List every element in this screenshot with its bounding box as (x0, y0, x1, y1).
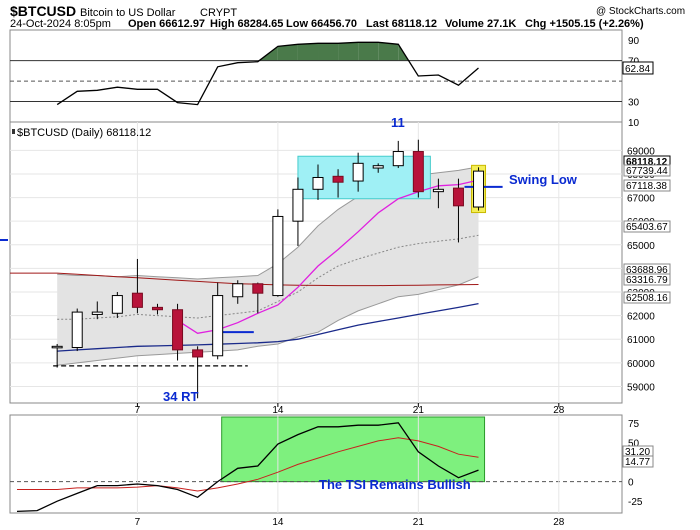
rsi-overbought-fill (378, 42, 399, 61)
price-value-label: 63688.96 (626, 265, 668, 276)
bollinger-mid-line (57, 234, 479, 320)
header-chg: Chg +1505.15 (+2.26%) (525, 18, 644, 30)
x-tick-label-bottom: 28 (553, 517, 565, 528)
tsi-value-label: 14.77 (625, 457, 650, 468)
x-tick-label-bottom: 14 (272, 517, 284, 528)
candle-body (432, 188, 444, 193)
price-value-tag (623, 164, 671, 177)
price-tick-label: 65000 (627, 241, 655, 252)
x-tick-label: 7 (135, 405, 141, 416)
price-tick-label: 62000 (627, 312, 655, 323)
rsi-value-tag (622, 61, 654, 75)
price-value-label: 68118.12 (626, 157, 668, 168)
price-value-tag (623, 220, 671, 233)
x-tick-label: 21 (413, 405, 425, 416)
candle-body (352, 162, 364, 182)
rsi-tick-label: 10 (628, 118, 640, 129)
header-volume: Volume 27.1K (445, 18, 516, 30)
count-label: 11 (391, 115, 405, 130)
rsi-value-label: 62.84 (625, 64, 650, 75)
header-date: 24-Oct-2024 8:05pm (10, 18, 111, 30)
tsi-value-tag (622, 455, 654, 468)
tsi-bullish-highlight (221, 416, 486, 483)
header-exchange: CRYPT (200, 7, 237, 19)
price-panel-icon (12, 129, 15, 134)
candle-body (151, 306, 163, 311)
candle-body (252, 283, 264, 294)
tsi-value-label: 31.20 (625, 447, 650, 458)
candle-body (412, 151, 424, 193)
candle-body (192, 349, 204, 358)
candle-body (111, 295, 123, 314)
price-value-label: 67118.38 (626, 181, 667, 192)
header-last: Last 68118.12 (366, 18, 437, 30)
price-tick-label: 69000 (627, 146, 655, 157)
x-tick-label-bottom: 21 (413, 517, 425, 528)
price-tick-label: 59000 (627, 382, 655, 393)
tsi-signal-line (17, 437, 479, 492)
price-tick-label: 60000 (627, 359, 655, 370)
header-open: Open 66612.97 (128, 18, 205, 30)
candle-body (91, 311, 103, 315)
bollinger-lower-line (57, 276, 479, 366)
chart-header: $BTCUSD Bitcoin to US Dollar CRYPT @ Sto… (10, 3, 685, 30)
price-value-tag (623, 291, 671, 304)
candle-body (332, 175, 344, 183)
ma-fast-line (177, 179, 479, 334)
tsi-note: The TSI Remains Bullish (319, 477, 471, 492)
price-value-tag (623, 179, 671, 192)
candle-body (51, 345, 63, 349)
candle-body (473, 170, 485, 208)
candle-body (272, 215, 284, 297)
rsi-overbought-fill (318, 43, 339, 61)
rsi-overbought-fill (358, 42, 379, 61)
rsi-tick-label: 30 (628, 98, 640, 109)
price-panel-label: $BTCUSD (Daily) 68118.12 (17, 127, 151, 139)
tsi-tick-label: -25 (628, 497, 643, 508)
tsi-tick-label: 0 (628, 478, 634, 489)
rsi-line (56, 41, 479, 106)
candle-body (292, 188, 304, 222)
x-axis: 7 7 14 14 21 21 28 28 (135, 403, 565, 528)
header-name: Bitcoin to US Dollar (80, 7, 176, 19)
price-tick-label: 67000 (627, 194, 655, 205)
tsi-tick-label: 75 (628, 419, 640, 430)
ma-slow-line (57, 302, 479, 352)
tsi-line (16, 422, 479, 513)
candle-body (212, 295, 224, 357)
candle-body (372, 165, 384, 169)
candle-body (71, 311, 83, 349)
watermark: @ StockCharts.com (596, 6, 685, 17)
x-tick-label-bottom: 7 (135, 517, 141, 528)
candle-body (452, 187, 464, 207)
price-value-label: 67739.44 (626, 166, 668, 177)
price-tick-label: 61000 (627, 335, 655, 346)
header-high: High 68284.65 (210, 18, 283, 30)
price-value-label: 65403.67 (626, 222, 668, 233)
price-value-label: 62508.16 (626, 293, 668, 304)
candle-body (131, 292, 143, 308)
x-tick-label: 14 (272, 405, 284, 416)
rsi-overbought-fill (297, 43, 319, 61)
tsi-tick-label: 50 (628, 438, 640, 449)
rsi-overbought-fill (277, 44, 298, 61)
candle-body (312, 176, 324, 190)
price-panel: 5900060000610006200063000640006500066000… (0, 122, 671, 403)
header-symbol: $BTCUSD (10, 3, 76, 19)
x-tick-label: 28 (553, 405, 565, 416)
rsi-panel: 1030709062.84 (10, 36, 654, 129)
rsi-tick-label: 90 (628, 36, 640, 47)
candle-body (232, 283, 244, 298)
candle-body (392, 151, 404, 167)
rsi-overbought-fill (338, 42, 359, 61)
swing-low-label: Swing Low (509, 172, 578, 187)
header-low: Low 66456.70 (286, 18, 357, 30)
bottom-count-label: 34 RT (163, 389, 198, 404)
price-value-label: 63316.79 (626, 275, 668, 286)
price-value-tag (623, 273, 671, 286)
candle-body (172, 309, 184, 351)
